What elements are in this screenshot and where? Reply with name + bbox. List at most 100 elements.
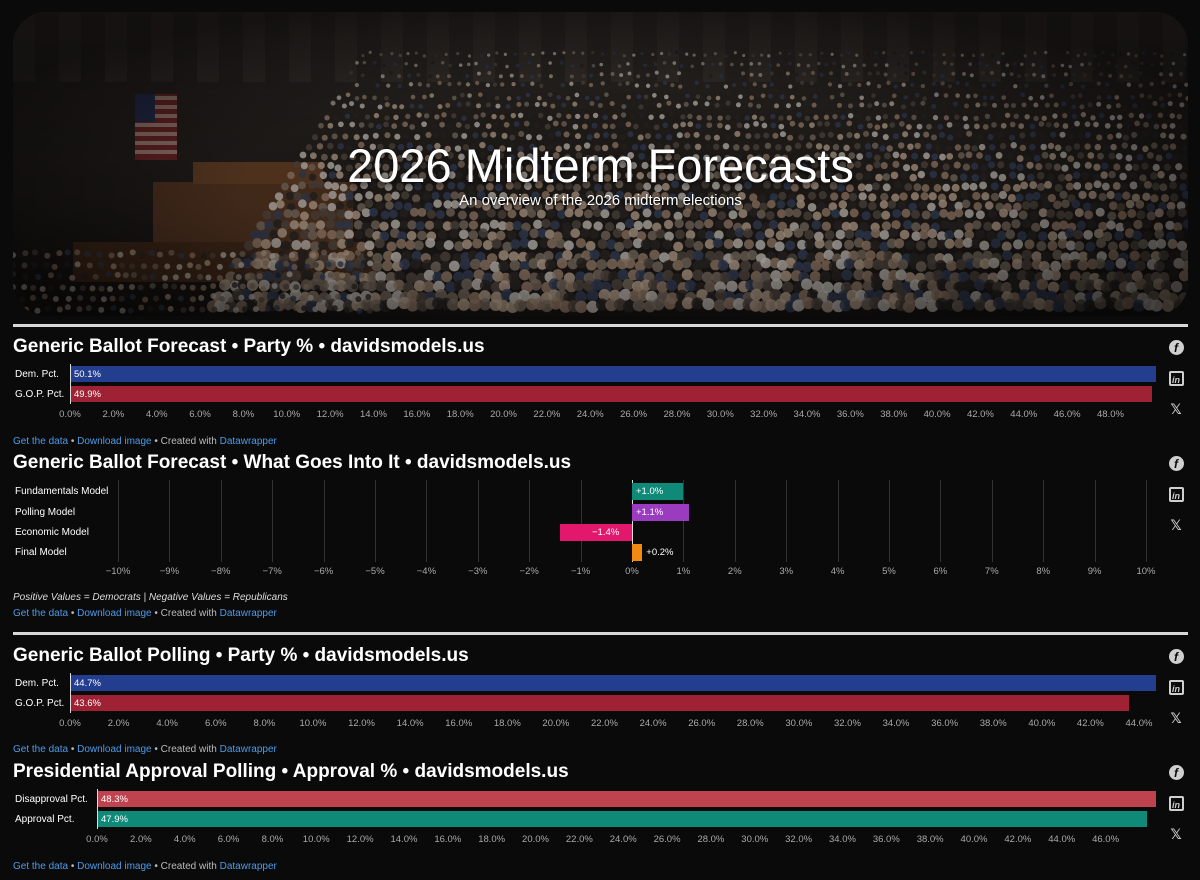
x-tick-label: 30.0% [741,834,769,845]
gridline [1043,480,1045,562]
download-image-link[interactable]: Download image [77,744,152,755]
x-tick-label: 7% [984,566,999,577]
x-tick-label: 36.0% [931,718,959,729]
datawrapper-link[interactable]: Datawrapper [219,744,277,755]
bar-value-label: 49.9% [74,389,101,400]
chart-panel-forecast-inputs: Generic Ballot Forecast • What Goes Into… [13,452,1163,622]
x-tick-label: 22.0% [591,718,618,729]
get-data-link[interactable]: Get the data [13,744,69,755]
datawrapper-link[interactable]: Datawrapper [219,436,277,447]
chart-note: Positive Values = Democrats | Negative V… [13,592,288,603]
x-tick-label: 0.0% [59,718,81,729]
x-tick-label: 12.0% [348,718,375,729]
x-tick-label: 42.0% [966,409,994,420]
x-tick-label: 40.0% [960,834,988,845]
gridline [991,480,993,562]
chart-title: Generic Ballot Polling • Party % • david… [13,645,469,666]
bar-value-label: 44.7% [74,678,101,689]
x-tick-label: 36.0% [836,409,864,420]
bar-category-label: Polling Model [15,507,76,518]
x-icon[interactable]: 𝕏 [1170,401,1182,417]
x-tick-label: 30.0% [706,409,734,420]
get-data-link[interactable]: Get the data [13,861,69,872]
bar-category-label: Dem. Pct. [15,678,59,689]
chart-title: Generic Ballot Forecast • What Goes Into… [13,452,572,473]
x-tick-label: 10.0% [302,834,330,845]
x-tick-label: 2% [727,566,742,577]
x-tick-label: 10.0% [299,718,327,729]
x-tick-label: 26.0% [620,409,648,420]
x-tick-label: 8.0% [253,718,276,729]
gridline [375,480,376,562]
download-image-link[interactable]: Download image [77,861,152,872]
get-data-link[interactable]: Get the data [13,436,69,447]
x-tick-label: 8.0% [261,834,284,845]
x-tick-label: 10.0% [273,409,301,420]
facebook-icon[interactable]: f [1165,645,1187,676]
x-tick-label: 38.0% [979,718,1007,729]
x-tick-label: −6% [313,566,334,577]
linkedin-icon[interactable]: in [1165,367,1187,398]
x-tick-label: 18.0% [446,409,474,420]
x-tick-label: 9% [1087,566,1102,577]
x-tick-label: −1% [570,566,591,577]
x-icon[interactable]: 𝕏 [1170,710,1182,726]
bar [632,544,643,561]
x-tick-label: 34.0% [882,718,910,729]
x-icon[interactable]: 𝕏 [1170,517,1182,533]
x-tick-label: 6.0% [204,718,227,729]
zero-axis-line [70,364,71,404]
download-image-link[interactable]: Download image [77,436,152,447]
hero-banner: 2026 Midterm Forecasts An overview of th… [13,12,1188,316]
datawrapper-link[interactable]: Datawrapper [219,861,277,872]
bar-value-label: 48.3% [101,794,128,805]
gridline [323,480,325,562]
get-data-link[interactable]: Get the data [13,608,69,619]
x-tick-label: 48.0% [1097,409,1124,420]
x-tick-label: 32.0% [833,718,861,729]
bar-value-label: +0.2% [646,547,674,558]
chart-title: Presidential Approval Polling • Approval… [13,761,569,782]
x-tick-label: 3% [779,566,794,577]
download-image-link[interactable]: Download image [77,608,152,619]
x-tick-label: 26.0% [653,834,681,845]
x-tick-label: 46.0% [1053,409,1081,420]
gridline [940,480,942,562]
x-tick-label: 8% [1036,566,1051,577]
share-icons: f in 𝕏 [1165,645,1187,738]
gridline [272,480,274,562]
x-tick-label: 14.0% [360,409,387,420]
gridline [118,480,119,562]
x-tick-label: 32.0% [750,409,778,420]
facebook-icon[interactable]: f [1165,761,1187,792]
bar-category-label: G.O.P. Pct. [15,698,65,709]
x-tick-label: 40.0% [923,409,951,420]
bar [70,695,1130,711]
x-icon[interactable]: 𝕏 [1170,826,1182,842]
x-tick-label: −2% [519,566,539,577]
page-subtitle: An overview of the 2026 midterm election… [459,192,742,209]
linkedin-icon[interactable]: in [1165,792,1187,823]
gridline [169,480,171,562]
facebook-icon[interactable]: f [1165,336,1187,367]
linkedin-icon[interactable]: in [1165,483,1187,514]
x-tick-label: 1% [676,566,691,577]
created-with-text: Created with [160,436,217,447]
bar [70,675,1156,691]
bar [97,811,1148,827]
bar [632,504,689,521]
linkedin-icon[interactable]: in [1165,676,1187,707]
x-tick-label: 28.0% [736,718,764,729]
x-tick-label: 20.0% [542,718,570,729]
facebook-icon[interactable]: f [1165,452,1187,483]
bar-category-label: Approval Pct. [15,814,75,825]
chart-panel-approval: Presidential Approval Polling • Approval… [13,761,1163,876]
x-tick-label: 38.0% [880,409,908,420]
x-tick-label: 14.0% [390,834,418,845]
datawrapper-link[interactable]: Datawrapper [219,608,277,619]
chart-footer: Get the data • Download image • Created … [13,744,277,755]
x-tick-label: 6.0% [217,834,240,845]
gridline [477,480,479,562]
share-icons: f in 𝕏 [1165,761,1187,854]
x-tick-label: −8% [211,566,231,577]
